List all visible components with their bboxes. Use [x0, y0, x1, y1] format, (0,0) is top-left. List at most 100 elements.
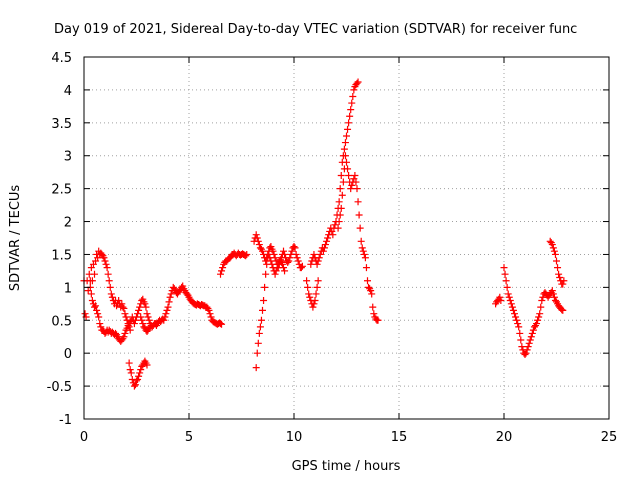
data-point [100, 254, 108, 262]
data-point [361, 254, 369, 262]
data-point [560, 277, 568, 285]
data-point [269, 247, 277, 255]
data-point [101, 257, 109, 265]
x-tick-label: 20 [496, 430, 513, 445]
data-point [556, 273, 564, 281]
data-point [306, 293, 314, 301]
data-point [312, 290, 320, 298]
data-point [529, 326, 537, 334]
data-point [505, 293, 513, 301]
data-point [364, 277, 371, 285]
data-point [535, 313, 543, 321]
data-point [87, 290, 95, 298]
data-point [115, 297, 123, 305]
data-point [347, 106, 355, 114]
data-point [205, 306, 213, 314]
data-point [259, 247, 266, 255]
data-point [303, 277, 311, 285]
y-tick-labels: -1 -0.5 0 0.5 1 1.5 2 2.5 3 3.5 4 4.5 [47, 51, 72, 428]
data-point [281, 267, 289, 275]
data-point [329, 231, 337, 239]
data-point [511, 310, 518, 318]
data-point [206, 310, 214, 318]
y-tick-label: 4.5 [51, 51, 72, 66]
data-point [81, 310, 89, 318]
y-tick-label: 3.5 [51, 117, 72, 132]
data-point [497, 297, 505, 305]
x-tick-label: 10 [286, 430, 303, 445]
data-point [255, 329, 263, 337]
data-point [515, 323, 523, 331]
data-point [508, 303, 516, 311]
data-point [337, 171, 345, 179]
data-point [337, 204, 345, 212]
data-point [293, 254, 301, 262]
data-point [503, 283, 511, 291]
data-point [280, 247, 287, 255]
x-tick-label: 5 [185, 430, 193, 445]
data-point [322, 241, 329, 249]
data-point [310, 250, 318, 258]
data-point [134, 376, 142, 384]
data-point [252, 231, 260, 239]
plot-frame [83, 56, 610, 420]
data-point [281, 250, 289, 258]
data-point [310, 300, 318, 308]
data-point [218, 320, 226, 328]
data-point [133, 377, 140, 385]
data-point [351, 171, 359, 179]
data-point [343, 158, 350, 166]
chart-title: Day 019 of 2021, Sidereal Day-to-day VTE… [54, 22, 577, 37]
y-tick-label: -0.5 [47, 380, 72, 395]
data-point [559, 306, 567, 314]
data-point [548, 241, 556, 249]
axis-ticks [83, 56, 610, 420]
data-point [137, 366, 145, 374]
data-point [131, 381, 139, 389]
data-point [359, 247, 367, 255]
data-point [533, 320, 541, 328]
grid-lines [84, 57, 609, 419]
data-point [96, 320, 104, 328]
data-point [527, 333, 535, 341]
data-point [162, 310, 170, 318]
data-point [161, 313, 169, 321]
data-point [267, 257, 275, 265]
data-point [139, 320, 147, 328]
data-point [167, 290, 175, 298]
data-point [268, 260, 276, 268]
data-point [513, 316, 521, 324]
data-point [370, 310, 378, 318]
data-point [323, 237, 331, 245]
data-point [501, 270, 509, 278]
data-point [273, 264, 281, 272]
data-point [516, 329, 524, 337]
data-point [127, 369, 135, 377]
y-tick-label: 0.5 [51, 314, 72, 329]
data-point [538, 297, 546, 305]
data-point [271, 270, 279, 278]
x-tick-labels: 0 5 10 15 20 25 [80, 430, 617, 445]
y-tick-label: 1 [64, 281, 72, 296]
x-tick-label: 25 [601, 430, 618, 445]
y-tick-label: 0 [64, 347, 72, 362]
data-point [324, 234, 332, 242]
data-point [256, 323, 264, 331]
data-point [261, 283, 269, 291]
data-point [362, 264, 370, 272]
data-point [126, 366, 134, 374]
data-point [135, 306, 143, 314]
data-point [353, 185, 361, 193]
data-point [164, 303, 172, 311]
data-point [218, 267, 226, 275]
data-point [272, 267, 280, 275]
data-point [298, 262, 306, 270]
data-point [537, 303, 545, 311]
data-point [341, 139, 349, 147]
data-point [518, 343, 526, 351]
data-point [549, 244, 557, 252]
data-point [551, 250, 559, 258]
data-point [104, 270, 112, 278]
data-point [217, 270, 224, 278]
data-point [107, 290, 115, 298]
